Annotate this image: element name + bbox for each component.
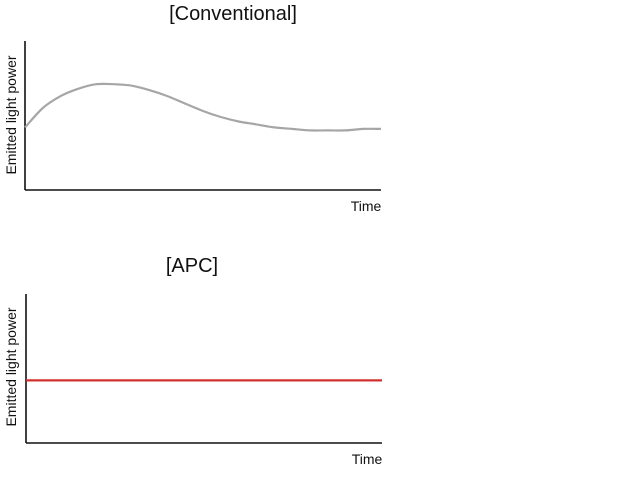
y-axis-label-conventional: Emitted light power	[3, 55, 19, 174]
chart-apc: [APC] Time Emitted light power	[3, 255, 383, 467]
series-line-conventional	[24, 82, 382, 132]
chart-title-apc: [APC]	[166, 255, 218, 277]
x-axis-label-apc: Time	[352, 451, 383, 467]
y-axis-label-apc: Emitted light power	[3, 307, 19, 426]
chart-conventional: [Conventional] Time Emitted light power	[3, 3, 382, 214]
x-axis-label-conventional: Time	[351, 198, 382, 214]
chart-title-conventional: [Conventional]	[169, 3, 297, 25]
